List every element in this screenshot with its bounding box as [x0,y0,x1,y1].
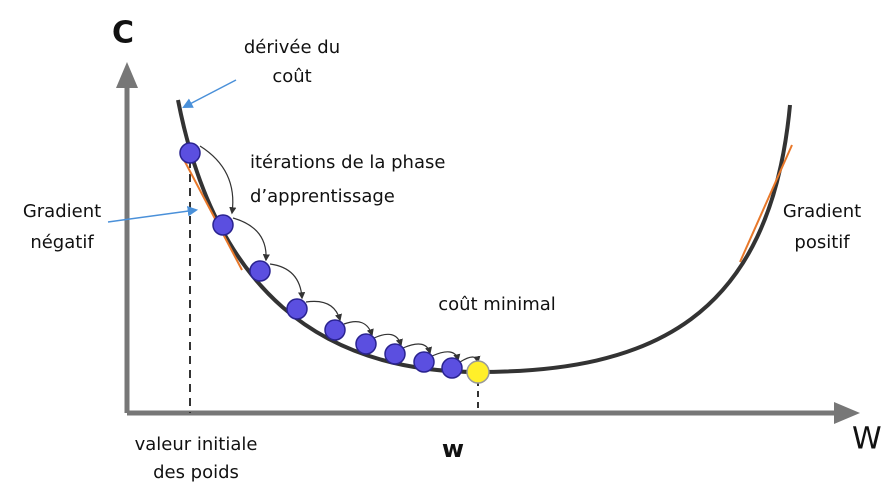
x-axis-label: W [852,422,881,457]
cost-curve [176,99,792,375]
positive-gradient-label: Gradient [783,201,861,222]
minimum-annotation: coût minimal [438,294,556,315]
y-axis-label: C [112,16,134,51]
initial-label: valeur initiale [135,434,258,455]
derivative-pointer [182,79,237,108]
gradient-pointer [107,205,199,223]
iterations-label: d’apprentissage [250,186,395,207]
negative-gradient-label: négatif [30,232,94,253]
axes [116,62,860,424]
iteration-points [179,142,463,379]
positive-gradient-label: positif [794,232,850,253]
initial-label: des poids [153,462,239,483]
negative-gradient-label: Gradient [23,201,101,222]
derivative-label: dérivée du [244,37,340,58]
derivative-label: coût [272,66,311,87]
step-arrows [199,145,481,364]
iterations-label: itérations de la phase [250,152,445,173]
minimum-label: w [442,435,464,463]
negative-tangent [182,157,243,271]
minimum-point [466,360,490,384]
positive-tangent [739,144,793,263]
